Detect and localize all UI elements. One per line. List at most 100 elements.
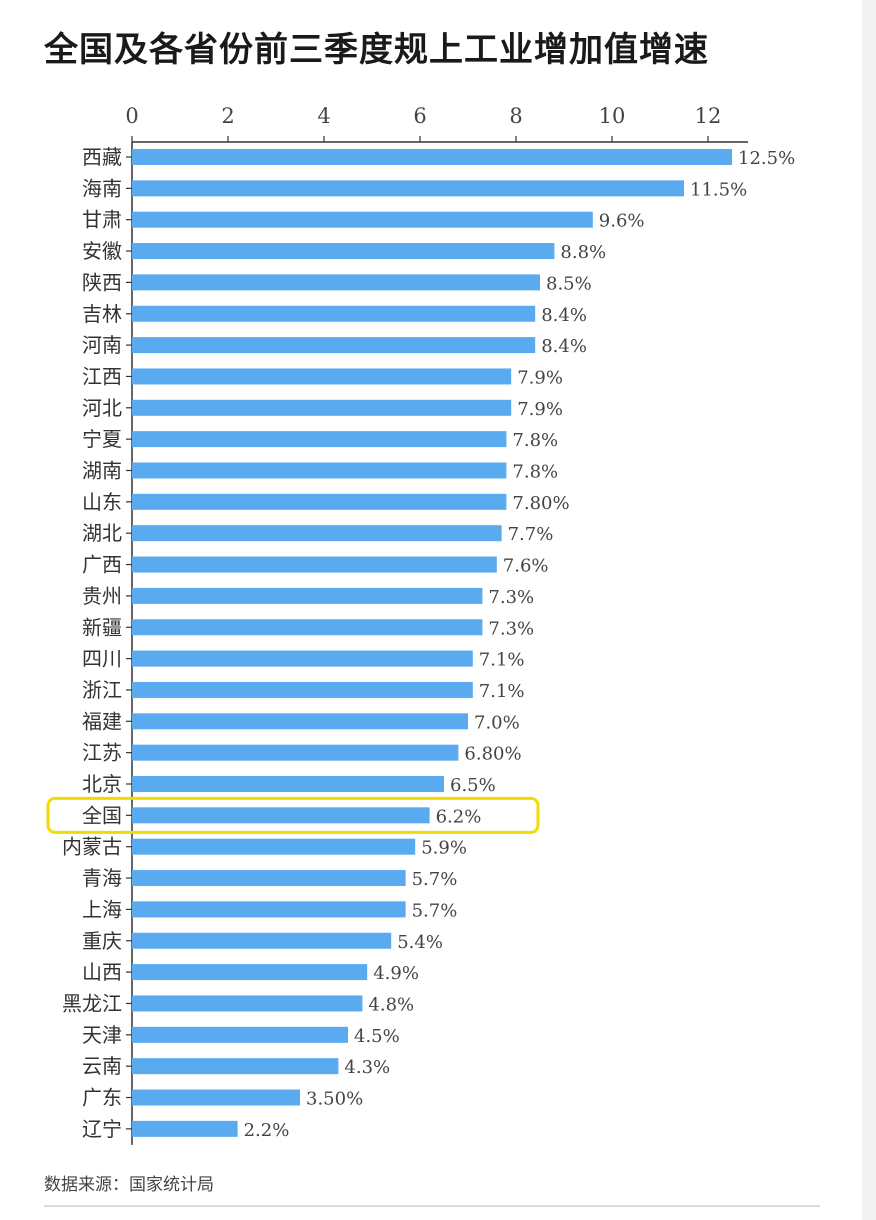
category-label: 浙江 — [82, 678, 122, 702]
category-label: 北京 — [82, 772, 122, 796]
x-tick-label: 4 — [317, 104, 330, 128]
bar — [132, 838, 416, 855]
category-label: 青海 — [82, 866, 122, 890]
bar — [132, 274, 540, 291]
category-label: 陕西 — [82, 270, 122, 294]
bar — [132, 587, 483, 604]
bar — [132, 399, 512, 416]
bar — [132, 1026, 348, 1043]
x-tick-label: 2 — [221, 104, 234, 128]
bar — [132, 619, 483, 636]
bar — [132, 525, 502, 542]
data-label: 5.9% — [421, 838, 467, 859]
category-label: 山东 — [82, 490, 122, 514]
bar — [132, 149, 732, 165]
data-label: 7.3% — [488, 618, 534, 639]
category-label: 天津 — [82, 1023, 122, 1047]
data-label: 7.0% — [474, 712, 520, 733]
bar — [132, 1120, 238, 1137]
bar — [132, 431, 507, 448]
data-label: 2.2% — [244, 1120, 290, 1141]
bar — [132, 650, 473, 667]
category-label: 吉林 — [82, 302, 122, 326]
category-label: 海南 — [82, 176, 122, 200]
bar — [132, 180, 684, 197]
data-label: 12.5% — [738, 148, 795, 169]
data-label: 7.9% — [517, 367, 563, 388]
category-label: 内蒙古 — [62, 835, 122, 859]
x-tick-label: 10 — [599, 104, 626, 128]
data-label: 8.8% — [560, 242, 606, 263]
data-label: 4.5% — [354, 1026, 400, 1047]
bar — [132, 556, 497, 573]
bar — [132, 211, 593, 228]
category-label: 江西 — [82, 364, 122, 388]
data-label: 6.2% — [436, 806, 482, 827]
category-label: 河南 — [82, 333, 122, 357]
data-label: 11.5% — [690, 179, 747, 200]
data-label: 7.7% — [508, 524, 554, 545]
data-label: 7.1% — [479, 650, 525, 671]
data-label: 7.8% — [512, 462, 558, 483]
scroll-strip — [862, 0, 876, 1220]
data-label: 7.8% — [512, 430, 558, 451]
bar — [132, 870, 406, 887]
divider — [44, 1205, 820, 1207]
source-note: 数据来源：国家统计局 — [44, 1175, 214, 1195]
category-label: 福建 — [82, 709, 122, 733]
x-tick-label: 6 — [413, 104, 426, 128]
category-label: 贵州 — [82, 584, 122, 608]
bar — [132, 337, 536, 354]
category-label: 四川 — [82, 647, 122, 671]
bar — [132, 807, 430, 824]
data-label: 8.4% — [541, 305, 587, 326]
bar — [132, 744, 459, 761]
bar — [132, 776, 444, 792]
category-label: 新疆 — [82, 615, 122, 639]
bar — [132, 964, 368, 981]
bar-chart: 0 2 4 6 8 10 12 西藏 12.5% 海南 11.5% 甘肃 9.6% 安徽 8.8% 陕西 8.5… — [46, 104, 795, 1145]
data-label: 4.8% — [368, 994, 414, 1015]
category-label: 西藏 — [82, 145, 122, 169]
data-label: 5.4% — [397, 932, 443, 953]
category-label: 山西 — [82, 960, 122, 984]
data-label: 8.4% — [541, 336, 587, 357]
bar — [132, 368, 512, 385]
category-label: 宁夏 — [82, 427, 122, 451]
data-label: 7.9% — [517, 399, 563, 420]
data-label: 6.5% — [450, 775, 496, 796]
bar — [132, 713, 468, 730]
data-label: 4.3% — [344, 1057, 390, 1078]
bar — [132, 462, 507, 479]
category-label: 河北 — [82, 396, 122, 420]
data-label: 3.50% — [306, 1089, 363, 1110]
data-label: 9.6% — [599, 211, 645, 232]
data-label: 5.7% — [412, 869, 458, 890]
category-label: 江苏 — [82, 741, 122, 765]
highlight-box — [46, 796, 540, 834]
category-label: 甘肃 — [82, 208, 122, 232]
bar — [132, 1089, 300, 1106]
data-label: 7.6% — [503, 556, 549, 577]
category-label: 湖北 — [82, 521, 122, 545]
category-label: 辽宁 — [82, 1117, 122, 1141]
category-label: 重庆 — [82, 929, 122, 953]
x-tick-label: 12 — [695, 104, 722, 128]
data-label: 7.3% — [488, 587, 534, 608]
category-label: 广西 — [82, 553, 122, 577]
category-label: 广东 — [82, 1086, 122, 1110]
data-label: 8.5% — [546, 273, 592, 294]
bar — [132, 995, 363, 1012]
bar — [132, 493, 507, 510]
data-label: 7.80% — [512, 493, 569, 514]
category-label: 黑龙江 — [62, 991, 122, 1015]
category-label: 上海 — [82, 897, 122, 921]
bar — [132, 901, 406, 918]
bar — [132, 305, 536, 322]
data-label: 4.9% — [373, 963, 419, 984]
bar — [132, 932, 392, 949]
data-label: 7.1% — [479, 681, 525, 702]
bar — [132, 681, 473, 698]
x-tick-label: 0 — [125, 104, 138, 128]
bar — [132, 243, 555, 260]
